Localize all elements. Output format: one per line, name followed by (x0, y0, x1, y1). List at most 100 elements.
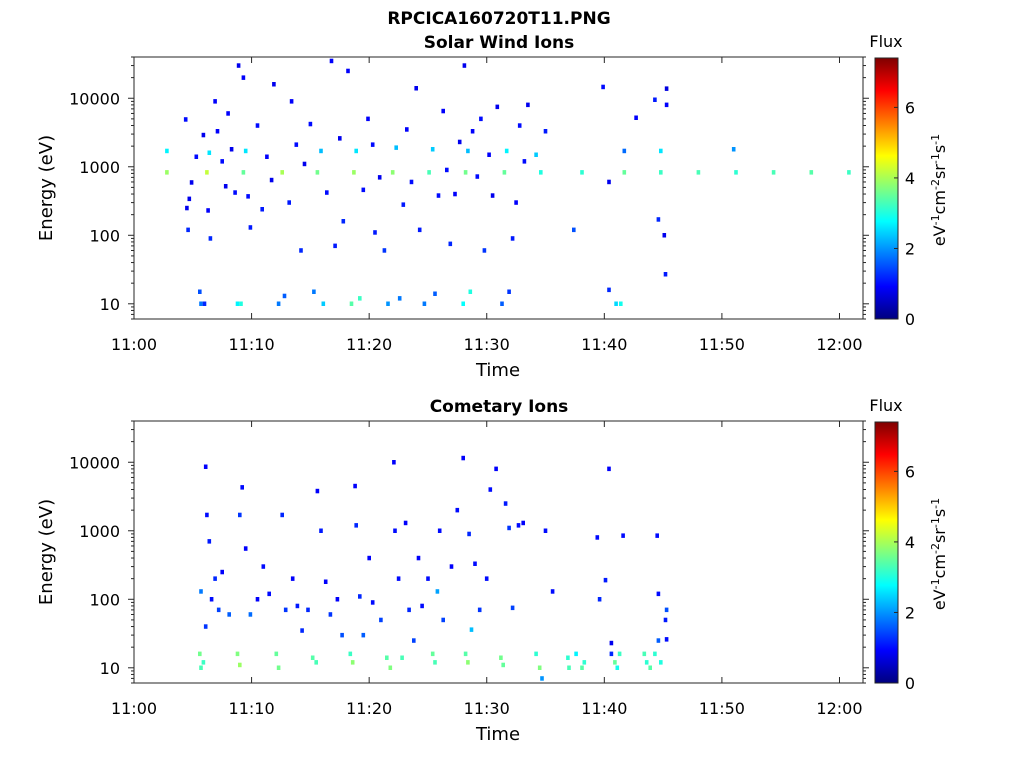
data-cell (199, 665, 203, 670)
data-cell (436, 193, 441, 198)
data-cell (468, 289, 473, 294)
data-cell (490, 193, 495, 198)
data-cell (567, 665, 571, 670)
data-cell (276, 301, 281, 306)
data-cell (299, 248, 303, 253)
data-cell (414, 86, 418, 91)
figure-title: RPCICA160720T11.PNG (387, 9, 610, 29)
data-cell (659, 148, 663, 154)
data-cell (521, 520, 525, 526)
data-cell (350, 660, 355, 665)
data-cell (653, 651, 657, 657)
data-cell (445, 167, 449, 173)
data-cell (597, 597, 602, 602)
data-cell (377, 175, 382, 180)
data-cell (325, 190, 329, 195)
data-cell (205, 512, 209, 518)
data-cell (220, 159, 224, 164)
data-cell (312, 289, 316, 294)
data-cell (352, 170, 356, 175)
y-ticks: 10 100 1000 10000 (69, 56, 869, 320)
data-cell (417, 227, 422, 233)
data-cell (656, 638, 661, 643)
data-cell (208, 236, 213, 241)
data-cell (201, 132, 206, 138)
data-cell (572, 227, 576, 233)
data-cell (165, 170, 169, 175)
data-cell (390, 170, 395, 175)
data-cell (433, 660, 437, 665)
data-cell (617, 651, 622, 657)
panel-title: Cometary Ions (430, 397, 569, 417)
colorbar-tick-label: 2 (905, 603, 915, 622)
data-cell (595, 535, 600, 540)
x-axis-label: Time (475, 360, 520, 381)
data-cell (243, 148, 248, 154)
data-cell (314, 660, 318, 665)
data-cell (401, 202, 406, 207)
data-cell (215, 129, 220, 134)
data-cell (540, 676, 544, 681)
data-cell (335, 597, 340, 602)
data-cell (189, 180, 194, 185)
data-cell (622, 170, 627, 175)
data-cell (353, 483, 357, 489)
data-cell (437, 528, 442, 533)
data-cell (463, 651, 468, 657)
data-cell (199, 589, 203, 594)
data-cell (502, 170, 507, 175)
data-cell (507, 289, 511, 294)
data-cell (847, 170, 851, 175)
colorbar-tick-label: 0 (905, 674, 915, 693)
data-cell (644, 660, 649, 665)
data-cell (323, 579, 328, 584)
data-cell (809, 170, 814, 175)
data-cell (238, 662, 242, 668)
data-cell (248, 612, 253, 617)
data-cell (484, 576, 489, 581)
data-cell (477, 607, 482, 613)
y-tick-label: 100 (89, 590, 120, 609)
data-cell (603, 577, 608, 583)
data-cell (241, 75, 246, 80)
colorbar-title: Flux (869, 32, 902, 51)
data-cell (664, 86, 669, 91)
data-cell (255, 597, 260, 602)
data-cell (227, 612, 231, 617)
data-cell (621, 533, 625, 538)
colorbar-tick-label: 6 (905, 98, 915, 117)
data-cell (580, 170, 584, 175)
x-tick-label: 12:00 (816, 699, 862, 718)
data-cell (272, 82, 276, 87)
data-cell (198, 651, 202, 657)
data-cell (269, 177, 274, 183)
data-cell (315, 170, 320, 175)
panel-title: Solar Wind Ions (424, 33, 575, 53)
data-cell (435, 589, 440, 594)
data-cell (517, 123, 522, 128)
data-cell (441, 617, 445, 623)
data-cell (396, 576, 401, 581)
data-cell (500, 301, 504, 306)
data-cell (183, 117, 188, 122)
data-cell (642, 651, 647, 657)
data-cell (453, 191, 457, 197)
data-cell (516, 523, 521, 528)
data-cell (386, 301, 390, 306)
data-cell (461, 301, 465, 306)
data-cell (255, 123, 260, 128)
data-cell (300, 628, 304, 633)
data-cell (479, 116, 483, 122)
data-cell (393, 528, 397, 533)
data-cell (370, 600, 375, 605)
data-cell (427, 170, 431, 175)
x-tick-label: 12:00 (816, 335, 862, 354)
data-cell (203, 464, 208, 469)
data-cell (235, 301, 240, 306)
data-cell (494, 466, 498, 472)
data-cell (265, 154, 269, 159)
data-cell (463, 170, 468, 175)
data-cell (619, 301, 623, 306)
data-cell (449, 564, 454, 569)
